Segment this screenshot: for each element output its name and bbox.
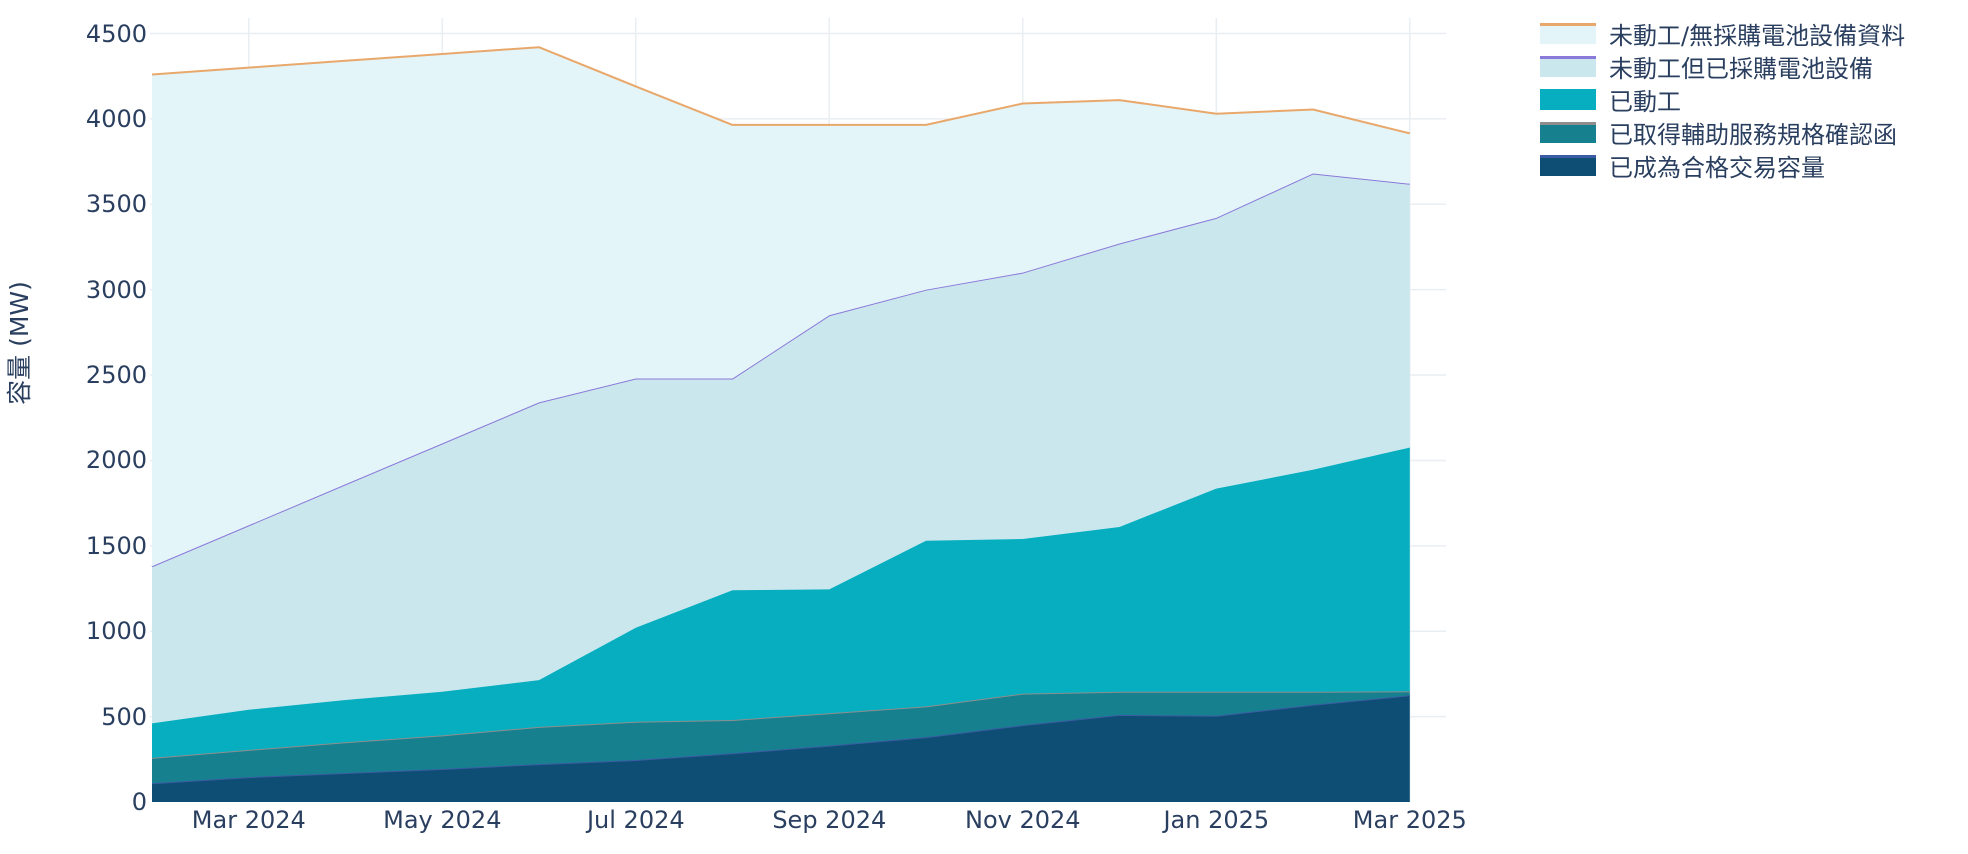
y-tick-label-4000: 4000	[85, 104, 147, 133]
y-tick-label-3500: 3500	[85, 190, 147, 219]
y-tick-label-3000: 3000	[85, 275, 147, 304]
x-tick-label-jan-2025: Jan 2025	[1163, 806, 1270, 834]
legend-label-ancillary-spec-confirmed: 已取得輔助服務規格確認函	[1609, 121, 1897, 149]
area-not-started-no-procurement[interactable]	[152, 47, 1410, 567]
y-tick-label-4500: 4500	[85, 19, 147, 48]
legend-swatch-not-started-no-procurement	[1540, 23, 1596, 44]
x-tick-label-nov-2024: Nov 2024	[965, 806, 1081, 834]
y-tick-label-1500: 1500	[85, 531, 147, 560]
x-tick-label-may-2024: May 2024	[383, 806, 502, 834]
legend-label-construction-started: 已動工	[1609, 88, 1681, 116]
y-tick-label-1000: 1000	[85, 617, 147, 646]
legend: 未動工/無採購電池設備資料 未動工但已採購電池設備 已動工已取得輔助服務規格確認函已…	[1540, 17, 1905, 182]
x-tick-label-sep-2024: Sep 2024	[772, 806, 887, 834]
area-construction-started[interactable]	[152, 447, 1410, 758]
legend-label-not-started-equipment-procured: 未動工但已採購電池設備	[1609, 55, 1873, 83]
legend-label-not-started-no-procurement: 未動工/無採購電池設備資料	[1609, 22, 1906, 50]
legend-swatch-not-started-equipment-procured	[1540, 56, 1596, 77]
legend-item-not-started-equipment-procured[interactable]: 未動工但已採購電池設備	[1540, 50, 1905, 83]
area-ancillary-spec-confirmed[interactable]	[152, 691, 1410, 784]
legend-swatch-qualified-trading-capacity	[1540, 155, 1596, 176]
boundary-line-not-started-no-procurement	[151, 46, 1411, 135]
y-tick-label-2500: 2500	[85, 361, 147, 390]
x-tick-label-jul-2024: Jul 2024	[586, 806, 685, 834]
y-axis-title: 容量 (MW)	[5, 281, 34, 405]
x-tick-label-mar-2025: Mar 2025	[1352, 806, 1467, 834]
legend-label-qualified-trading-capacity: 已成為合格交易容量	[1609, 154, 1825, 182]
legend-swatch-ancillary-spec-confirmed	[1540, 122, 1596, 143]
y-tick-label-0: 0	[131, 788, 147, 816]
area-qualified-trading-capacity[interactable]	[152, 695, 1410, 802]
y-tick-label-2000: 2000	[85, 446, 147, 475]
legend-item-ancillary-spec-confirmed[interactable]: 已取得輔助服務規格確認函	[1540, 116, 1905, 149]
x-tick-label-mar-2024: Mar 2024	[191, 806, 306, 834]
legend-item-not-started-no-procurement[interactable]: 未動工/無採購電池設備資料	[1540, 17, 1905, 50]
area-not-started-equipment-procured[interactable]	[152, 173, 1410, 724]
legend-item-construction-started[interactable]: 已動工	[1540, 83, 1905, 116]
y-tick-label-500: 500	[101, 702, 147, 731]
legend-item-qualified-trading-capacity[interactable]: 已成為合格交易容量	[1540, 149, 1905, 182]
legend-swatch-construction-started	[1540, 89, 1596, 110]
